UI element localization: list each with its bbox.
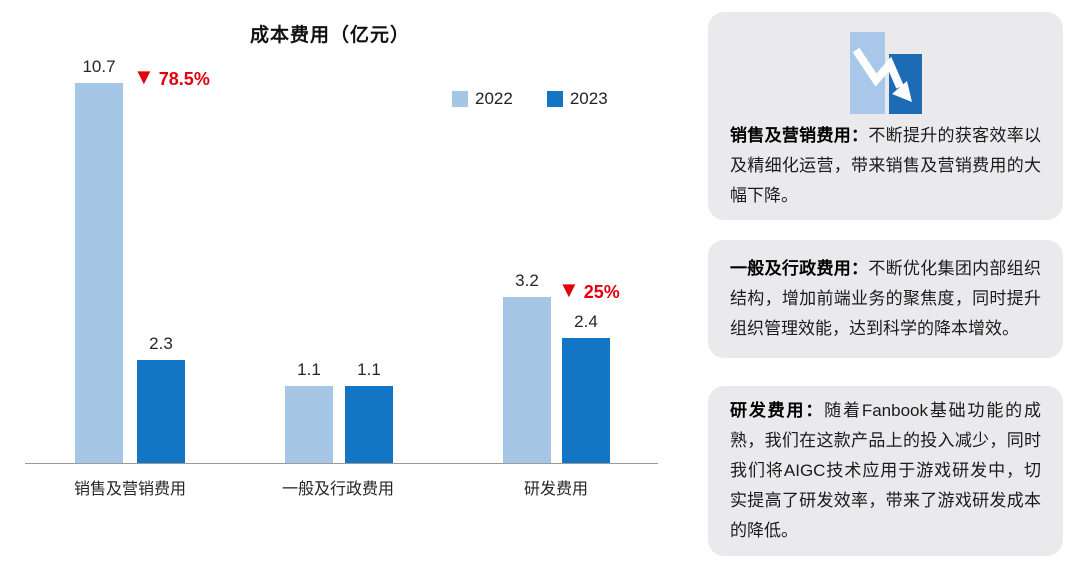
bar-2022-研发费用 bbox=[503, 297, 551, 463]
note-card-rnd: 研发费用：随着Fanbook基础功能的成熟，我们在这款产品上的投入减少，同时我们… bbox=[708, 386, 1063, 556]
bar-value-label: 1.1 bbox=[357, 360, 381, 379]
bar-value-label: 3.2 bbox=[515, 271, 539, 290]
bar-plot: 10.7 2.3 1.1 1.1 3.2 2.4 ▼ 78.5% ▼ 25% 销售及营销费用 一般及行… bbox=[25, 57, 658, 498]
legend-label-2023: 2023 bbox=[569, 89, 608, 108]
x-axis-line bbox=[25, 463, 658, 464]
bar-2023-销售及营销费用 bbox=[137, 360, 185, 463]
note-card-general-admin: 一般及行政费用：不断优化集团内部组织结构，增加前端业务的聚焦度，同时提升组织管理… bbox=[708, 240, 1063, 358]
bar-value-label: 1.1 bbox=[297, 360, 321, 379]
category-label: 一般及行政费用 bbox=[281, 481, 395, 498]
note-card-text: 销售及营销费用：不断提升的获客效率以及精细化运营，带来销售及营销费用的大幅下降。 bbox=[730, 126, 1042, 205]
note-card-label: 销售及营销费用： bbox=[730, 126, 869, 145]
chart-title: 成本费用（亿元） bbox=[249, 25, 410, 46]
chart-legend: 2022 2023 bbox=[452, 89, 608, 109]
legend-swatch-2023-icon bbox=[546, 91, 563, 107]
cost-expense-chart: 成本费用（亿元） 2022 2023 10.7 2.3 1.1 1.1 3.2 2.4 ▼ 7… bbox=[25, 25, 658, 498]
bar-value-label: 2.4 bbox=[574, 312, 598, 331]
legend-label-2022: 2022 bbox=[475, 89, 513, 108]
note-card-label: 研发费用： bbox=[730, 401, 825, 420]
bar-value-label: 10.7 bbox=[82, 57, 116, 76]
declining-chart-icon bbox=[849, 32, 922, 114]
legend-item-2023: 2023 bbox=[546, 89, 608, 109]
category-label: 研发费用 bbox=[523, 481, 589, 498]
bar-2023-研发费用 bbox=[562, 338, 610, 463]
decline-badge: ▼ 78.5% bbox=[133, 64, 210, 89]
category-label: 销售及营销费用 bbox=[73, 481, 187, 498]
note-card-text: 一般及行政费用：不断优化集团内部组织结构，增加前端业务的聚焦度，同时提升组织管理… bbox=[730, 259, 1042, 338]
note-card-sales-marketing: 销售及营销费用：不断提升的获客效率以及精细化运营，带来销售及营销费用的大幅下降。 bbox=[708, 12, 1063, 220]
decline-percent: 25% bbox=[583, 282, 620, 302]
bar-2022-销售及营销费用 bbox=[75, 83, 123, 463]
legend-swatch-2022-icon bbox=[452, 91, 468, 107]
bar-2023-一般及行政费用 bbox=[345, 386, 393, 463]
bar-value-label: 2.3 bbox=[149, 334, 173, 353]
note-card-label: 一般及行政费用： bbox=[730, 259, 869, 278]
legend-item-2022: 2022 bbox=[452, 89, 513, 109]
bar-2022-一般及行政费用 bbox=[285, 386, 333, 463]
decline-badge: ▼ 25% bbox=[558, 277, 620, 302]
down-triangle-icon: ▼ bbox=[558, 277, 580, 302]
note-card-text: 研发费用：随着Fanbook基础功能的成熟，我们在这款产品上的投入减少，同时我们… bbox=[730, 401, 1041, 540]
notes-panel: 销售及营销费用：不断提升的获客效率以及精细化运营，带来销售及营销费用的大幅下降。… bbox=[708, 0, 1063, 572]
decline-percent: 78.5% bbox=[158, 69, 210, 89]
down-triangle-icon: ▼ bbox=[133, 64, 155, 89]
